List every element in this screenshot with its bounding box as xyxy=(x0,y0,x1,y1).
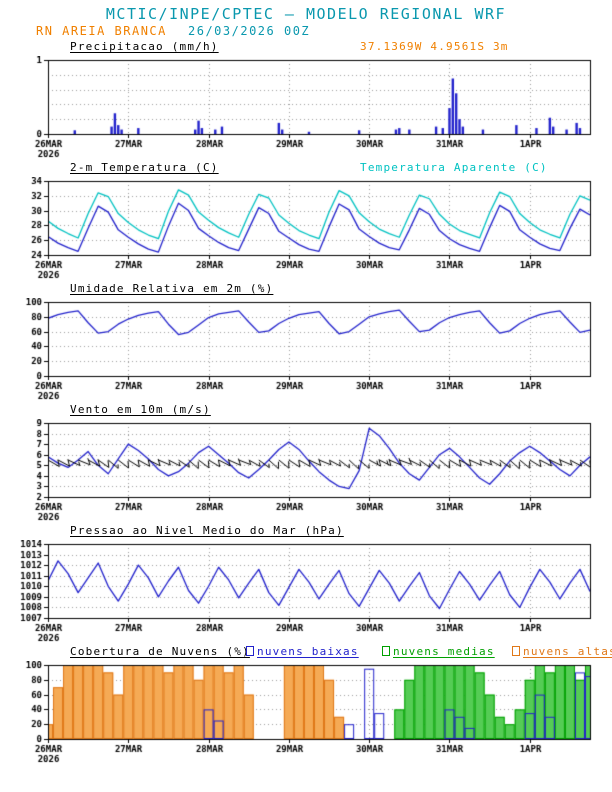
nuvens-medias-swatch-icon xyxy=(382,646,390,656)
run-datetime: 26/03/2026 00Z xyxy=(188,24,311,38)
location-coordinates: 37.1369W 4.9561S 3m xyxy=(360,40,509,53)
panel-wind: Vento em 10m (m/s) xyxy=(0,403,612,523)
wind-title: Vento em 10m (m/s) xyxy=(70,403,211,416)
panel-rh-canvas xyxy=(0,298,612,402)
legend-nuvens-medias: nuvens medias xyxy=(382,645,495,658)
panel-pressure-titlerow: Pressao ao Nivel Medio do Mar (hPa) xyxy=(0,524,612,540)
panel-temperature: 2-m Temperatura (C) Temperatura Aparente… xyxy=(0,161,612,281)
panel-precip-canvas xyxy=(0,56,612,160)
panel-wind-titlerow: Vento em 10m (m/s) xyxy=(0,403,612,419)
nuvens-baixas-label: nuvens baixas xyxy=(257,645,359,658)
nuvens-medias-label: nuvens medias xyxy=(393,645,495,658)
panel-precipitation-titlerow: Precipitacao (mm/h) 37.1369W 4.9561S 3m xyxy=(0,40,612,56)
panel-pres-canvas xyxy=(0,540,612,644)
temperature-title: 2-m Temperatura (C) xyxy=(70,161,219,174)
cloud-cover-title: Cobertura de Nuvens (%) xyxy=(70,645,250,658)
page-title: MCTIC/INPE/CPTEC — MODELO REGIONAL WRF xyxy=(105,5,507,23)
panel-temperature-titlerow: 2-m Temperatura (C) Temperatura Aparente… xyxy=(0,161,612,177)
nuvens-baixas-swatch-icon xyxy=(246,646,254,656)
panel-humidity-titlerow: Umidade Relativa em 2m (%) xyxy=(0,282,612,298)
panel-pressure: Pressao ao Nivel Medio do Mar (hPa) xyxy=(0,524,612,644)
apparent-temperature-label: Temperatura Aparente (C) xyxy=(360,161,548,174)
panel-humidity: Umidade Relativa em 2m (%) xyxy=(0,282,612,402)
header: MCTIC/INPE/CPTEC — MODELO REGIONAL WRF R… xyxy=(0,0,612,39)
panel-clouds-canvas xyxy=(0,661,612,765)
pressure-title: Pressao ao Nivel Medio do Mar (hPa) xyxy=(70,524,344,537)
panel-cloud-cover-titlerow: Cobertura de Nuvens (%) nuvens baixas nu… xyxy=(0,645,612,661)
humidity-title: Umidade Relativa em 2m (%) xyxy=(70,282,274,295)
panel-temp-canvas xyxy=(0,177,612,281)
legend-nuvens-altas: nuvens altas xyxy=(512,645,612,658)
nuvens-altas-label: nuvens altas xyxy=(523,645,612,658)
precipitation-title: Precipitacao (mm/h) xyxy=(70,40,219,53)
station-name: RN AREIA BRANCA xyxy=(36,24,167,38)
nuvens-altas-swatch-icon xyxy=(512,646,520,656)
panel-precipitation: Precipitacao (mm/h) 37.1369W 4.9561S 3m xyxy=(0,40,612,160)
legend-nuvens-baixas: nuvens baixas xyxy=(246,645,359,658)
panel-cloud-cover: Cobertura de Nuvens (%) nuvens baixas nu… xyxy=(0,645,612,765)
header-subtitle: RN AREIA BRANCA 26/03/2026 00Z xyxy=(0,24,612,39)
panel-wind-canvas xyxy=(0,419,612,523)
